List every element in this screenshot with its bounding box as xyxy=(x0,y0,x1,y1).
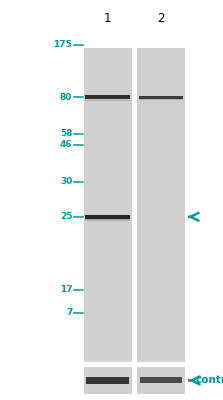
Bar xyxy=(139,96,184,97)
Bar xyxy=(85,96,130,97)
Text: 30: 30 xyxy=(60,177,72,186)
Bar xyxy=(85,95,130,99)
Bar xyxy=(85,219,130,221)
Text: 58: 58 xyxy=(60,129,72,138)
Text: 17: 17 xyxy=(60,286,72,294)
Text: 7: 7 xyxy=(66,308,72,317)
Text: 25: 25 xyxy=(60,212,72,221)
Bar xyxy=(84,367,132,394)
Text: 2: 2 xyxy=(157,12,165,25)
Bar xyxy=(137,48,185,362)
Bar xyxy=(132,367,137,394)
Text: 46: 46 xyxy=(60,140,72,149)
Text: 175: 175 xyxy=(53,40,72,49)
Bar xyxy=(140,378,182,383)
Bar xyxy=(85,215,130,217)
Bar xyxy=(85,215,130,219)
Text: 1: 1 xyxy=(104,12,112,25)
Bar xyxy=(139,96,184,99)
Bar xyxy=(84,48,132,362)
Bar xyxy=(132,48,137,362)
Text: 80: 80 xyxy=(60,93,72,102)
Bar xyxy=(86,376,129,384)
Bar xyxy=(85,100,130,101)
Bar xyxy=(137,367,185,394)
Bar xyxy=(139,99,184,100)
Text: control: control xyxy=(195,375,223,386)
